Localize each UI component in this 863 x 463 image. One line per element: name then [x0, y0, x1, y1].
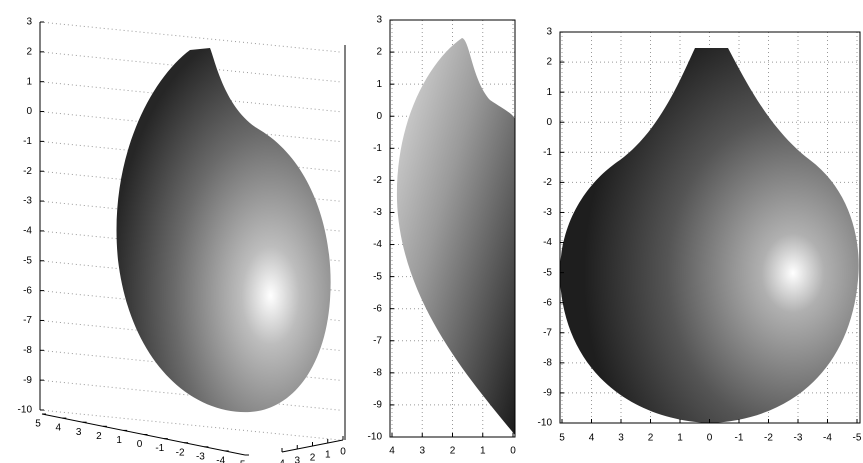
x-tick-label: 1 [677, 433, 683, 444]
y-tick-label: -3 [543, 207, 552, 218]
x-tick-label: -2 [764, 433, 773, 444]
y-tick-label: -8 [373, 367, 382, 378]
x-tick-label: 0 [137, 439, 143, 450]
y-tick-label: -6 [373, 303, 382, 314]
x-tick-label: 0 [707, 433, 713, 444]
y-tick-label: -2 [543, 177, 552, 188]
x-tick-label: -3 [196, 451, 205, 462]
y-tick-label: -5 [543, 267, 552, 278]
y-tick-label: -6 [543, 297, 552, 308]
z-tick-label: -3 [23, 196, 32, 207]
y-tick-label: -5 [373, 271, 382, 282]
z-tick-label: 2 [26, 46, 32, 57]
z-tick-label: -10 [18, 405, 33, 416]
x-tick-label: -4 [823, 433, 832, 444]
y-tick-label: 1 [546, 87, 552, 98]
x-tick-label: 5 [35, 419, 41, 430]
y-tick-label: -10 [538, 418, 553, 429]
y-tick-label: 0 [546, 117, 552, 128]
z-tick-label: -1 [23, 136, 32, 147]
y-tick-label: -9 [373, 400, 382, 411]
x-tick-label: -5 [237, 460, 246, 463]
z-tick-label: -8 [23, 345, 32, 356]
surface [117, 48, 331, 412]
y-tick-label: -3 [373, 207, 382, 218]
y-tick-label: 0 [376, 111, 382, 122]
x-tick-label: 4 [589, 433, 595, 444]
z-tick-label: -4 [23, 226, 32, 237]
y-tick-label: 2 [310, 453, 316, 463]
y-tick-label: -4 [373, 239, 382, 250]
y-tick-label: 1 [376, 79, 382, 90]
x-tick-label: 2 [96, 431, 102, 442]
y-tick-label: -10 [368, 432, 383, 443]
z-tick-label: 1 [26, 76, 32, 87]
z-tick-label: -9 [23, 375, 32, 386]
y-tick-label: 3 [294, 456, 300, 463]
x-tick-label: 1 [116, 435, 122, 446]
y-tick-label: 3 [546, 27, 552, 38]
y-tick-label: -2 [373, 175, 382, 186]
figure: 3210-1-2-3-4-5-6-7-8-9-10543210-1-2-3-4-… [0, 0, 863, 463]
z-tick-label: -6 [23, 285, 32, 296]
x-tick-label: 5 [559, 433, 565, 444]
x-tick-label: -3 [794, 433, 803, 444]
z-tick-label: -5 [23, 255, 32, 266]
y-tick-label: 2 [376, 47, 382, 58]
x-tick-label: -5 [853, 433, 862, 444]
x-tick-label: 4 [389, 446, 395, 457]
x-tick-label: 1 [480, 446, 486, 457]
x-tick-label: 2 [648, 433, 654, 444]
surface [397, 38, 515, 435]
y-tick-label: -1 [373, 143, 382, 154]
z-tick-label: 0 [26, 106, 32, 117]
x-tick-label: 3 [618, 433, 624, 444]
x-tick-label: -2 [176, 447, 185, 458]
y-tick-label: -8 [543, 357, 552, 368]
surface [560, 48, 859, 423]
y-tick-label: -9 [543, 388, 552, 399]
y-tick-label: -7 [543, 327, 552, 338]
y-tick-label: 3 [376, 15, 382, 26]
grid-line [40, 410, 340, 440]
grid-line [40, 22, 340, 52]
x-tick-label: 2 [450, 446, 456, 457]
z-tick-label: -7 [23, 315, 32, 326]
y-tick-label: -1 [543, 147, 552, 158]
x-tick-label: -1 [155, 443, 164, 454]
z-tick-label: 3 [26, 17, 32, 28]
x-tick-label: 0 [510, 446, 516, 457]
x-tick-label: 3 [419, 446, 425, 457]
y-tick-label: 2 [546, 57, 552, 68]
x-tick-label: 4 [56, 423, 62, 434]
y-tick-label: -4 [543, 237, 552, 248]
y-tick-label: 4 [279, 459, 285, 463]
x-tick-label: 3 [76, 427, 82, 438]
x-tick-label: -1 [735, 433, 744, 444]
y-tick-label: 1 [325, 450, 331, 461]
x-tick-label: -4 [216, 456, 225, 463]
z-tick-label: -2 [23, 166, 32, 177]
y-tick-label: -7 [373, 335, 382, 346]
y-tick-label: 0 [340, 447, 346, 458]
